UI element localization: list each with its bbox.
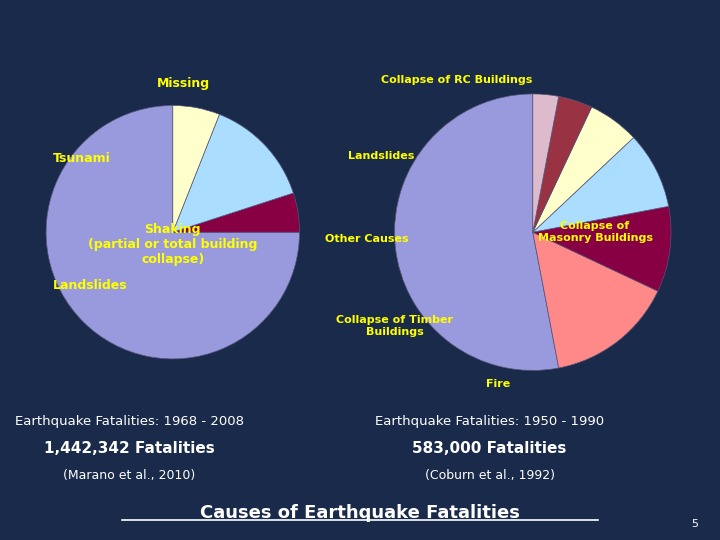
Text: Collapse of Timber
Buildings: Collapse of Timber Buildings: [336, 315, 453, 337]
Text: 5: 5: [691, 519, 698, 529]
Text: Earthquake Fatalities: 1950 - 1990: Earthquake Fatalities: 1950 - 1990: [375, 415, 604, 428]
Text: (Marano et al., 2010): (Marano et al., 2010): [63, 469, 196, 482]
Text: Tsunami: Tsunami: [53, 152, 110, 165]
Text: 583,000 Fatalities: 583,000 Fatalities: [413, 441, 567, 456]
Text: Earthquake Fatalities: 1968 - 2008: Earthquake Fatalities: 1968 - 2008: [15, 415, 244, 428]
Text: Landslides: Landslides: [53, 279, 127, 292]
Wedge shape: [533, 107, 634, 232]
Text: Fire: Fire: [486, 379, 510, 389]
Wedge shape: [533, 94, 559, 232]
Text: Collapse of RC Buildings: Collapse of RC Buildings: [381, 75, 533, 85]
Text: 1,442,342 Fatalities: 1,442,342 Fatalities: [44, 441, 215, 456]
Text: Causes of Earthquake Fatalities: Causes of Earthquake Fatalities: [200, 504, 520, 522]
Wedge shape: [533, 138, 669, 232]
Text: Collapse of
Masonry Buildings: Collapse of Masonry Buildings: [538, 221, 652, 243]
Text: Missing: Missing: [156, 77, 210, 90]
Wedge shape: [395, 94, 559, 370]
Wedge shape: [533, 97, 592, 232]
Text: (Coburn et al., 1992): (Coburn et al., 1992): [425, 469, 554, 482]
Wedge shape: [533, 232, 658, 368]
Text: Shaking
(partial or total building
collapse): Shaking (partial or total building colla…: [88, 224, 258, 266]
Wedge shape: [533, 206, 671, 291]
Wedge shape: [173, 193, 300, 232]
Text: Other Causes: Other Causes: [325, 234, 409, 244]
Wedge shape: [173, 114, 293, 232]
Text: Landslides: Landslides: [348, 151, 414, 161]
Wedge shape: [46, 105, 300, 359]
Wedge shape: [173, 105, 220, 232]
